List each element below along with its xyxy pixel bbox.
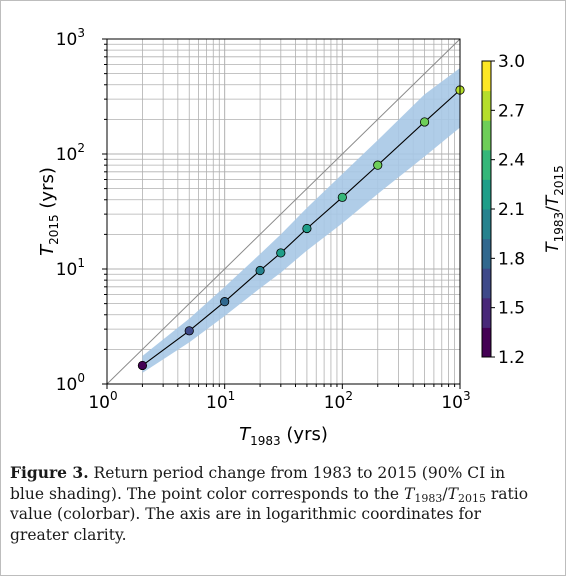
caption-ratio-num-symbol: T: [404, 484, 415, 503]
x-tick-label: 100: [88, 389, 117, 413]
colorbar-tick-label: 1.5: [498, 299, 525, 319]
caption-ratio-num-sub: 1983: [414, 491, 443, 505]
x-tick-label: 103: [441, 389, 470, 413]
y-axis-label: T2015 (yrs): [37, 167, 61, 256]
colorbar-segment: [482, 120, 491, 151]
colorbar: 1.2 1.5 1.8 2.1 2.4 2.7 3.0 T1983/T2015: [481, 52, 566, 368]
reference-line: [107, 39, 460, 384]
colorbar-tick-label: 2.1: [498, 200, 525, 220]
colorbar-segment: [482, 327, 491, 358]
series-group: [137, 85, 465, 371]
colorbar-segment: [482, 238, 491, 269]
data-point: [373, 160, 383, 170]
colorbar-segment: [482, 297, 491, 328]
y-tick-label: 102: [56, 141, 85, 165]
colorbar-segment: [482, 149, 491, 180]
x-tick-label: 102: [324, 389, 353, 413]
data-point: [184, 326, 194, 336]
data-point: [137, 360, 148, 371]
data-point: [419, 117, 430, 127]
colorbar-tick-label: 2.7: [498, 101, 525, 121]
y-tick-label: 101: [56, 256, 85, 280]
reference-line-group: [107, 39, 460, 384]
data-point: [276, 248, 286, 258]
axes: 100 101 102 103 100 101 102 103: [56, 26, 471, 413]
caption-text-2: ratio value (colorbar). The axis are in …: [10, 484, 529, 544]
y-tick-label: 100: [56, 371, 85, 395]
data-point: [220, 297, 230, 307]
caption-text-1: Return period change from 1983 to 2015 (…: [10, 464, 506, 503]
figure-caption: Figure 3. Return period change from 1983…: [10, 463, 530, 545]
colorbar-segment: [482, 90, 491, 121]
colorbar-segment: [482, 268, 491, 299]
data-point: [337, 192, 347, 202]
colorbar-segment: [482, 61, 491, 92]
colorbar-segment: [482, 209, 491, 240]
colorbar-tick-label: 1.2: [498, 348, 525, 368]
colorbar-tick-label: 1.8: [498, 249, 525, 269]
caption-ratio-den-symbol: T: [447, 484, 458, 503]
series-line: [142, 89, 461, 366]
data-point: [255, 265, 265, 276]
colorbar-segment: [482, 179, 491, 210]
ci-band: [142, 67, 460, 373]
axis-labels: T1983 (yrs) T2015 (yrs): [37, 167, 328, 448]
data-point: [302, 223, 312, 234]
x-tick-label: 101: [206, 389, 235, 413]
plot-frame: [106, 38, 461, 385]
ci-band-group: [142, 67, 460, 373]
caption-label: Figure 3.: [10, 463, 89, 482]
colorbar-label: T1983/T2015: [543, 165, 566, 253]
y-tick-label: 103: [56, 26, 85, 50]
colorbar-tick-label: 2.4: [498, 151, 525, 171]
colorbar-tick-label: 3.0: [498, 52, 525, 72]
caption-ratio-slash: /: [442, 484, 448, 503]
caption-ratio-den-sub: 2015: [457, 491, 486, 505]
x-axis-label: T1983 (yrs): [239, 424, 328, 448]
